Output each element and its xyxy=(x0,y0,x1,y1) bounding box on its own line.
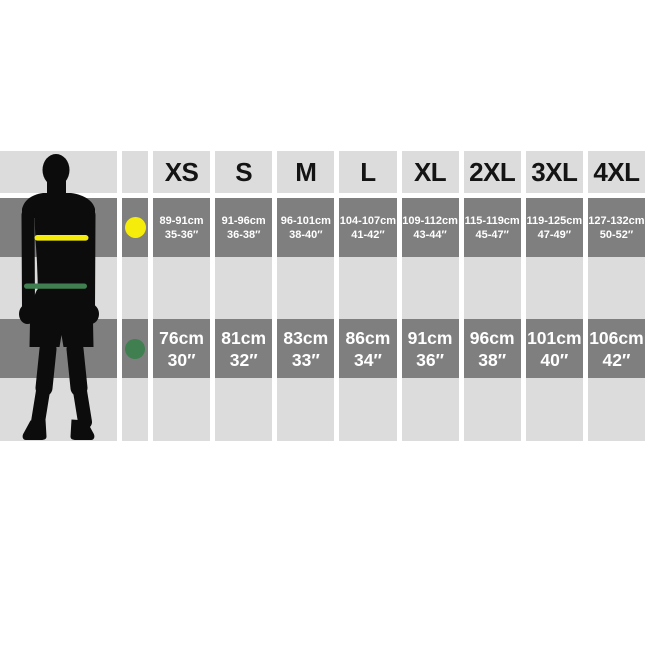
spacer-band xyxy=(277,257,335,319)
spacer-band xyxy=(277,378,335,441)
size-header-l: L xyxy=(339,151,397,193)
spacer-band xyxy=(153,378,211,441)
chest-m-inches: 38-40″ xyxy=(289,228,323,241)
spacer-band xyxy=(215,378,273,441)
waist-cell-xl: 91cm 36″ xyxy=(401,319,459,378)
waist-cell-2xl: 96cm 38″ xyxy=(463,319,521,378)
dot-column-band xyxy=(122,151,148,193)
spacer-band xyxy=(463,378,521,441)
waist-3xl-cm: 101cm xyxy=(527,327,582,348)
waist-dot-cell xyxy=(122,319,148,378)
chest-m-cm: 96-101cm xyxy=(280,214,331,227)
figure-column-band xyxy=(0,319,117,378)
waist-xl-cm: 91cm xyxy=(407,327,453,348)
chest-xs-inches: 35-36″ xyxy=(164,228,199,241)
chest-xl-cm: 109-112cm xyxy=(402,214,458,227)
waist-2xl-cm: 96cm xyxy=(469,327,515,348)
spacer-band xyxy=(463,257,521,319)
waist-xs-cm: 76cm xyxy=(159,327,204,348)
chest-marker-dot-icon xyxy=(124,217,146,238)
chest-3xl-cm: 119-125cm xyxy=(526,214,583,227)
chest-cell-xs: 89-91cm 35-36″ xyxy=(153,198,211,257)
dot-column-band xyxy=(122,257,148,319)
waist-cell-4xl: 106cm 42″ xyxy=(587,319,645,378)
spacer-band xyxy=(215,257,273,319)
chest-cell-l: 104-107cm 41-42″ xyxy=(339,198,397,257)
chest-xs-cm: 89-91cm xyxy=(159,214,204,227)
chest-3xl-inches: 47-49″ xyxy=(537,228,572,241)
size-chart-table: XS 89-91cm 35-36″ 76cm 30″ S 91-96cm 36-… xyxy=(0,151,650,441)
spacer-band xyxy=(587,257,645,319)
spacer-band xyxy=(339,378,397,441)
size-header-xl: XL xyxy=(401,151,459,193)
chest-dot-cell xyxy=(122,198,148,257)
waist-cell-xs: 76cm 30″ xyxy=(153,319,211,378)
figure-column-band xyxy=(0,257,117,319)
chest-cell-m: 96-101cm 38-40″ xyxy=(277,198,335,257)
waist-4xl-cm: 106cm xyxy=(589,327,644,348)
chest-cell-xl: 109-112cm 43-44″ xyxy=(401,198,459,257)
size-header-s: S xyxy=(215,151,273,193)
chest-xl-inches: 43-44″ xyxy=(413,228,447,241)
waist-marker-dot-icon xyxy=(125,338,145,359)
dot-column-band xyxy=(122,378,148,441)
figure-column-band xyxy=(0,151,117,193)
chest-4xl-inches: 50-52″ xyxy=(599,228,634,241)
waist-xl-inches: 36″ xyxy=(416,349,444,370)
chest-cell-s: 91-96cm 36-38″ xyxy=(215,198,273,257)
spacer-band xyxy=(401,378,459,441)
waist-cell-3xl: 101cm 40″ xyxy=(525,319,583,378)
chest-cell-2xl: 115-119cm 45-47″ xyxy=(463,198,521,257)
waist-l-cm: 86cm xyxy=(345,327,391,348)
waist-m-cm: 83cm xyxy=(283,327,329,348)
waist-l-inches: 34″ xyxy=(354,349,382,370)
waist-2xl-inches: 38″ xyxy=(478,349,507,370)
spacer-band xyxy=(339,257,397,319)
waist-3xl-inches: 40″ xyxy=(540,349,569,370)
waist-m-inches: 33″ xyxy=(291,349,320,370)
figure-column-band xyxy=(0,378,117,441)
size-header-m: M xyxy=(277,151,335,193)
size-header-4xl: 4XL xyxy=(587,151,645,193)
chest-s-cm: 91-96cm xyxy=(221,214,266,227)
size-header-2xl: 2XL xyxy=(463,151,521,193)
spacer-band xyxy=(153,257,211,319)
waist-4xl-inches: 42″ xyxy=(602,349,631,370)
chest-l-cm: 104-107cm xyxy=(339,214,397,227)
chest-cell-4xl: 127-132cm 50-52″ xyxy=(587,198,645,257)
size-header-xs: XS xyxy=(153,151,211,193)
waist-cell-s: 81cm 32″ xyxy=(215,319,273,378)
spacer-band xyxy=(587,378,645,441)
chest-cell-3xl: 119-125cm 47-49″ xyxy=(525,198,583,257)
waist-s-inches: 32″ xyxy=(229,349,258,370)
chest-4xl-cm: 127-132cm xyxy=(588,214,645,227)
size-header-3xl: 3XL xyxy=(525,151,583,193)
chest-2xl-cm: 115-119cm xyxy=(464,214,520,227)
figure-column-band xyxy=(0,198,117,257)
chest-l-inches: 41-42″ xyxy=(351,228,385,241)
waist-s-cm: 81cm xyxy=(221,327,267,348)
spacer-band xyxy=(401,257,459,319)
spacer-band xyxy=(525,257,583,319)
spacer-band xyxy=(525,378,583,441)
waist-xs-inches: 30″ xyxy=(167,349,196,370)
chest-2xl-inches: 45-47″ xyxy=(475,228,509,241)
waist-cell-l: 86cm 34″ xyxy=(339,319,397,378)
chest-s-inches: 36-38″ xyxy=(226,228,261,241)
waist-cell-m: 83cm 33″ xyxy=(277,319,335,378)
